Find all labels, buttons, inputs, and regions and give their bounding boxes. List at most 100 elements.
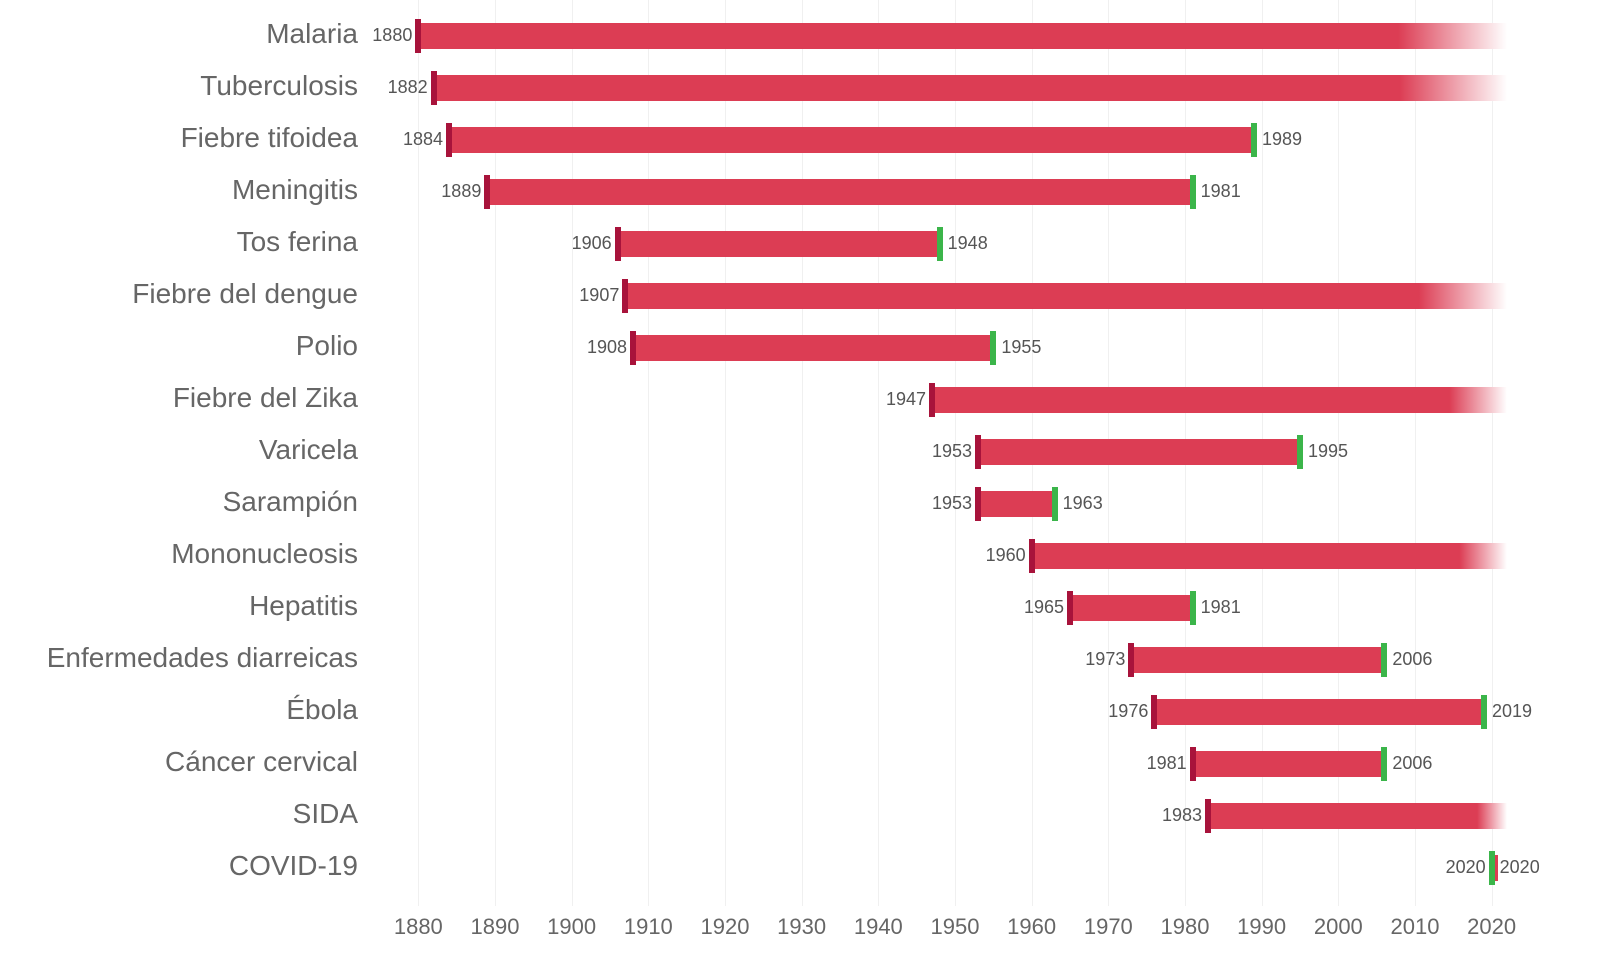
disease-label: Varicela <box>0 434 358 466</box>
x-axis-tick-label: 1910 <box>624 914 673 940</box>
end-year-label: 1963 <box>1063 493 1103 514</box>
start-year-label: 1953 <box>932 441 972 462</box>
disease-label: Ébola <box>0 694 358 726</box>
x-axis-tick-label: 1990 <box>1237 914 1286 940</box>
start-year-label: 1947 <box>886 389 926 410</box>
end-marker <box>1190 175 1196 209</box>
start-marker <box>1190 747 1196 781</box>
end-marker <box>937 227 943 261</box>
x-axis-tick-label: 2000 <box>1314 914 1363 940</box>
start-marker <box>630 331 636 365</box>
disease-label: Tuberculosis <box>0 70 358 102</box>
start-marker <box>415 19 421 53</box>
start-marker <box>1128 643 1134 677</box>
x-axis-tick-label: 1970 <box>1084 914 1133 940</box>
start-year-label: 1960 <box>986 545 1026 566</box>
x-axis-tick-label: 1890 <box>471 914 520 940</box>
disease-label: Hepatitis <box>0 590 358 622</box>
disease-label: Meningitis <box>0 174 358 206</box>
end-year-label: 1995 <box>1308 441 1348 462</box>
disease-label: Cáncer cervical <box>0 746 358 778</box>
start-year-label: 1880 <box>372 25 412 46</box>
start-year-label: 1908 <box>587 337 627 358</box>
start-year-label: 2020 <box>1446 857 1486 878</box>
end-year-label: 1989 <box>1262 129 1302 150</box>
timeline-bar <box>1154 699 1484 725</box>
end-year-label: 1981 <box>1201 181 1241 202</box>
x-axis-tick-label: 1960 <box>1007 914 1056 940</box>
start-year-label: 1973 <box>1085 649 1125 670</box>
x-axis-tick-label: 1920 <box>701 914 750 940</box>
end-marker <box>1190 591 1196 625</box>
timeline-bar <box>932 387 1507 413</box>
disease-label: Fiebre del dengue <box>0 278 358 310</box>
x-axis-tick-label: 1900 <box>547 914 596 940</box>
disease-label: COVID-19 <box>0 850 358 882</box>
timeline-bar <box>978 439 1300 465</box>
end-marker <box>990 331 996 365</box>
start-marker <box>975 487 981 521</box>
disease-label: Fiebre del Zika <box>0 382 358 414</box>
start-marker <box>622 279 628 313</box>
timeline-chart: 1880 1890 1900 1910 1920 1930 1940 1950 1960 1970… <box>0 0 1616 964</box>
start-year-label: 1907 <box>579 285 619 306</box>
timeline-bar <box>1208 803 1507 829</box>
disease-label: Fiebre tifoidea <box>0 122 358 154</box>
end-year-label: 1981 <box>1201 597 1241 618</box>
end-year-label: 2019 <box>1492 701 1532 722</box>
disease-label: Sarampión <box>0 486 358 518</box>
end-year-label: 1948 <box>948 233 988 254</box>
start-year-label: 1953 <box>932 493 972 514</box>
grid-line <box>1492 0 1493 906</box>
start-year-label: 1976 <box>1108 701 1148 722</box>
x-axis-tick-label: 1950 <box>931 914 980 940</box>
timeline-bar <box>434 75 1507 101</box>
start-year-label: 1906 <box>572 233 612 254</box>
disease-label: Malaria <box>0 18 358 50</box>
x-axis-tick-label: 1940 <box>854 914 903 940</box>
x-axis-tick-label: 1930 <box>777 914 826 940</box>
timeline-bar <box>1070 595 1193 621</box>
disease-label: Polio <box>0 330 358 362</box>
timeline-bar <box>618 231 940 257</box>
timeline-bar <box>978 491 1055 517</box>
end-marker <box>1052 487 1058 521</box>
end-marker <box>1381 643 1387 677</box>
end-marker <box>1481 695 1487 729</box>
end-marker <box>1251 123 1257 157</box>
timeline-bar <box>1193 751 1385 777</box>
start-marker <box>1029 539 1035 573</box>
start-marker <box>975 435 981 469</box>
x-axis-tick-label: 1880 <box>394 914 443 940</box>
x-axis-tick-label: 2020 <box>1467 914 1516 940</box>
end-year-label: 1955 <box>1001 337 1041 358</box>
disease-label: Tos ferina <box>0 226 358 258</box>
start-year-label: 1965 <box>1024 597 1064 618</box>
start-marker <box>615 227 621 261</box>
start-marker <box>929 383 935 417</box>
disease-label: Mononucleosis <box>0 538 358 570</box>
start-year-label: 1882 <box>388 77 428 98</box>
start-year-label: 1983 <box>1162 805 1202 826</box>
start-marker <box>484 175 490 209</box>
end-year-label: 2020 <box>1500 857 1540 878</box>
start-marker <box>446 123 452 157</box>
timeline-bar <box>1032 543 1507 569</box>
end-year-label: 2006 <box>1392 753 1432 774</box>
timeline-bar <box>418 23 1507 49</box>
end-marker <box>1381 747 1387 781</box>
disease-label: Enfermedades diarreicas <box>0 642 358 674</box>
start-marker <box>1205 799 1211 833</box>
start-year-label: 1889 <box>441 181 481 202</box>
end-year-label: 2006 <box>1392 649 1432 670</box>
timeline-bar <box>633 335 993 361</box>
disease-label: SIDA <box>0 798 358 830</box>
timeline-bar <box>449 127 1254 153</box>
timeline-bar <box>1131 647 1384 673</box>
end-marker <box>1489 851 1495 885</box>
start-marker <box>1151 695 1157 729</box>
start-year-label: 1884 <box>403 129 443 150</box>
x-axis-tick-label: 2010 <box>1391 914 1440 940</box>
timeline-bar <box>487 179 1192 205</box>
end-marker <box>1297 435 1303 469</box>
